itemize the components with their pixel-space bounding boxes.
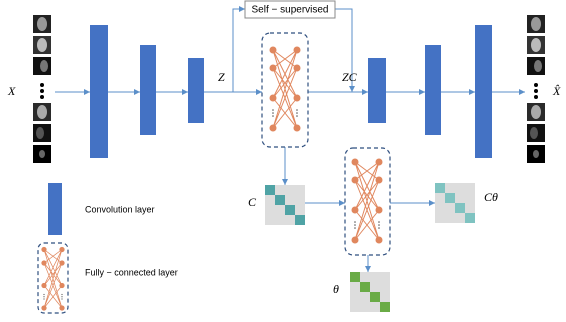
- legend-conv-swatch: [48, 183, 62, 235]
- fc-network: [270, 47, 301, 132]
- legend-conv-label: Convolution layer: [85, 204, 155, 214]
- conv-layer: [188, 58, 204, 123]
- latent-label: Z: [218, 70, 225, 84]
- output-images: [527, 15, 545, 163]
- input-images: [33, 15, 51, 163]
- self-expressed-label: ZC: [342, 70, 358, 84]
- theta-label: θ: [333, 282, 339, 296]
- conv-layer: [90, 25, 108, 158]
- conv-layer: [140, 45, 156, 135]
- legend-fc-label: Fully − connected layer: [85, 267, 178, 277]
- ctheta-label: Cθ: [484, 190, 498, 204]
- conv-layer: [425, 45, 441, 135]
- arrows: [55, 9, 525, 272]
- diagram: X X̂ Self − supervised Z ZC C Cθ θ Convo…: [0, 0, 566, 322]
- self-supervised-label: Self − supervised: [252, 5, 329, 16]
- input-label: X: [7, 84, 16, 98]
- c-label: C: [248, 195, 257, 209]
- output-label: X̂: [552, 84, 561, 98]
- conv-layer: [475, 25, 492, 158]
- conv-layer: [368, 58, 386, 123]
- legend-fc-network: [41, 247, 64, 311]
- fc-network: [352, 159, 383, 244]
- matrix-c: [265, 185, 305, 225]
- matrix-theta: [350, 272, 390, 312]
- matrix-ctheta: [435, 183, 475, 223]
